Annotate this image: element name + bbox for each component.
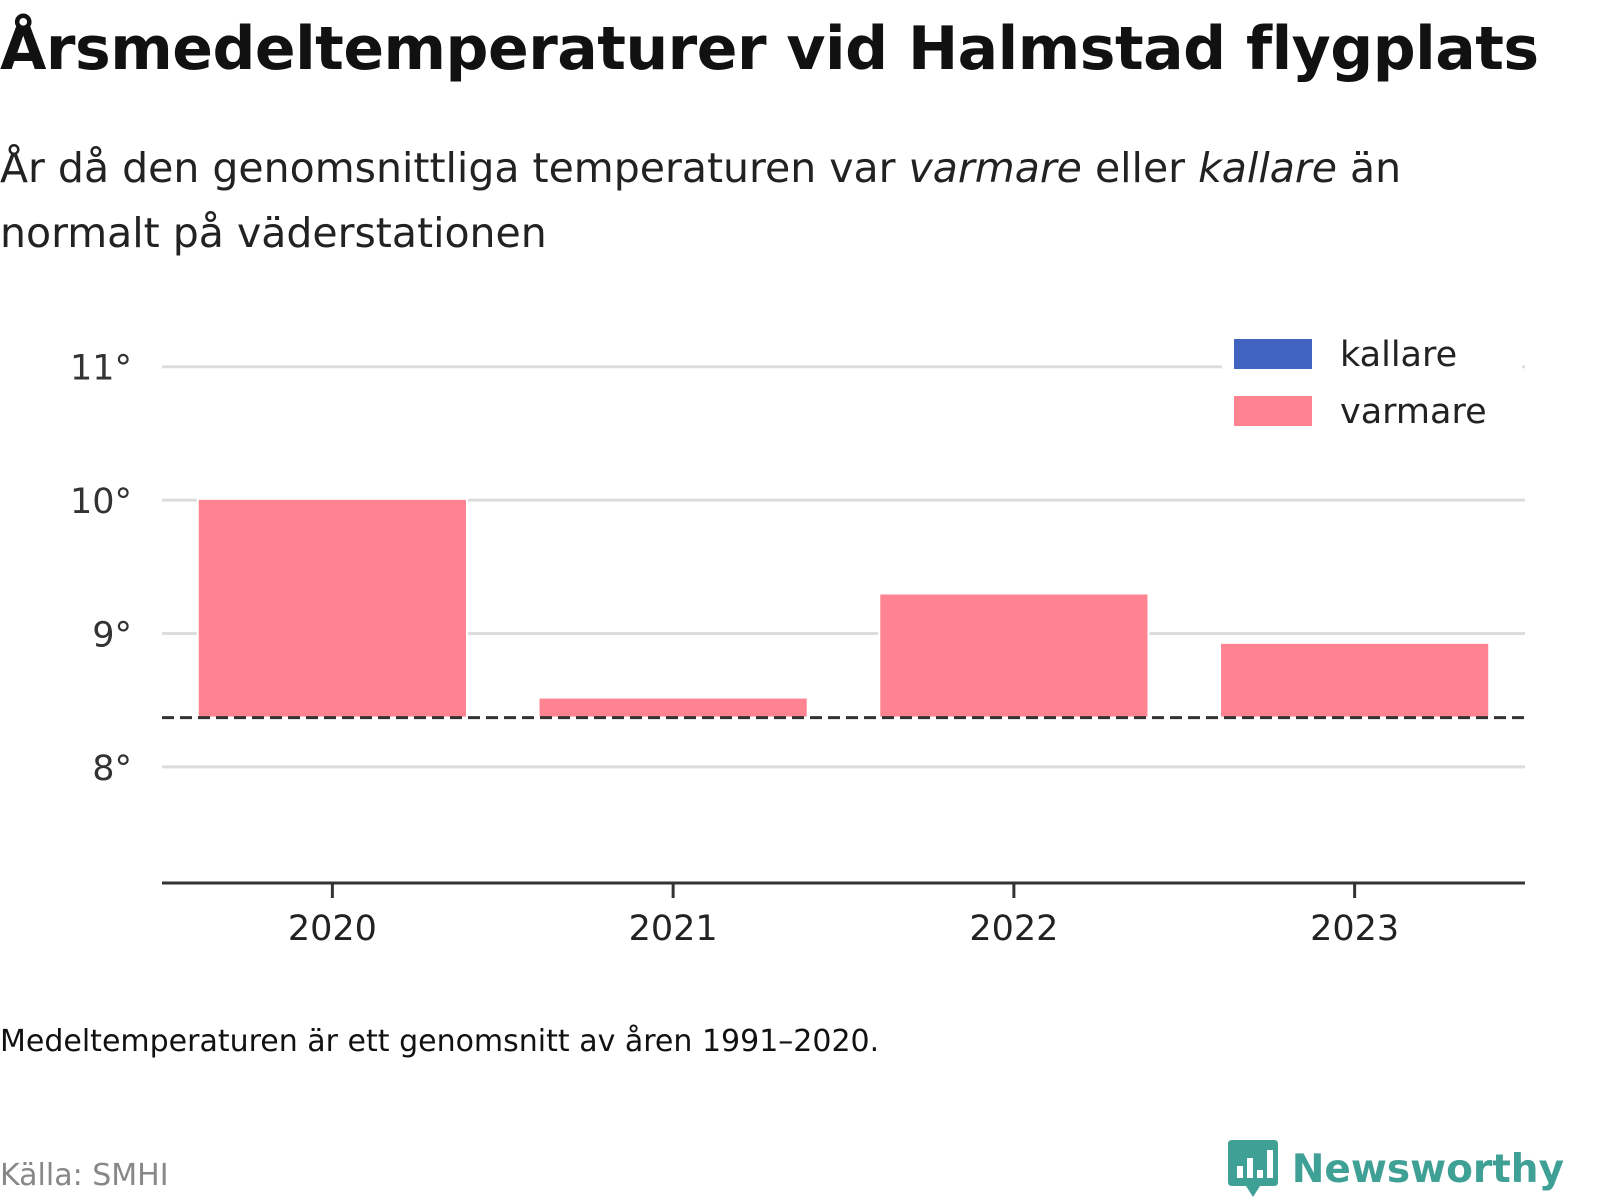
subtitle-text: eller (1081, 144, 1199, 192)
x-tick-label: 2023 (1310, 909, 1399, 949)
x-tick-label: 2022 (969, 909, 1058, 949)
legend-label: kallare (1340, 335, 1457, 375)
bar (196, 497, 468, 719)
y-tick-label: 8° (92, 749, 132, 789)
chart-note: Medeltemperaturen är ett genomsnitt av å… (0, 1024, 880, 1059)
chart-subtitle: År då den genomsnittliga temperaturen va… (0, 136, 1560, 266)
bar (537, 696, 809, 719)
brand-logo: Newsworthy (1227, 1140, 1564, 1198)
newsworthy-logo-icon (1227, 1140, 1278, 1197)
bar (1219, 641, 1491, 719)
source-text: Källa: SMHI (0, 1158, 169, 1193)
x-tick-label: 2020 (288, 909, 377, 949)
y-tick-label: 10° (70, 482, 132, 522)
subtitle-text: än normalt på väderstationen (0, 144, 1402, 257)
bar-chart: 8° 9° 10° 11° 2020 2021 2022 2023 kallare varmare (70, 323, 1525, 949)
legend-swatch (1234, 396, 1312, 426)
legend-label: varmare (1340, 392, 1487, 432)
legend-swatch (1234, 339, 1312, 369)
brand-name: Newsworthy (1291, 1146, 1564, 1192)
x-tick-label: 2021 (629, 909, 718, 949)
subtitle-warmer: varmare (908, 144, 1082, 192)
y-tick-label: 9° (92, 616, 132, 656)
y-tick-label: 11° (70, 349, 132, 389)
chart-title: Årsmedeltemperaturer vid Halmstad flygpl… (0, 14, 1539, 84)
bar (878, 592, 1150, 719)
subtitle-text: År då den genomsnittliga temperaturen va… (0, 144, 909, 192)
subtitle-colder: kallare (1198, 144, 1337, 192)
